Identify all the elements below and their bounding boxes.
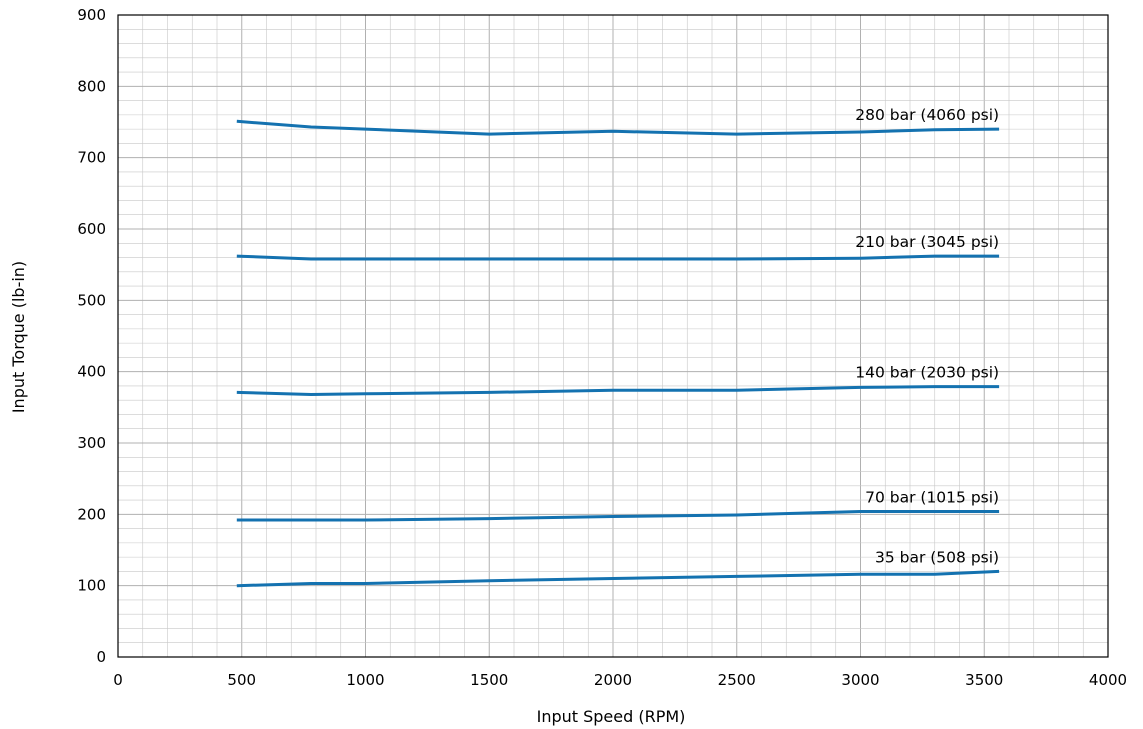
series-label: 35 bar (508 psi): [875, 548, 999, 566]
x-tick-label: 500: [227, 671, 256, 689]
series-label: 210 bar (3045 psi): [855, 233, 999, 251]
x-tick-label: 3500: [965, 671, 1003, 689]
y-tick-label: 0: [96, 648, 106, 666]
y-axis-ticks: 0 100 200 300 400 500 600 700 800 900: [77, 6, 106, 666]
series-line: [236, 510, 1000, 522]
y-tick-label: 200: [77, 505, 106, 523]
x-tick-label: 2500: [718, 671, 756, 689]
grid: [118, 15, 1108, 657]
series-label: 140 bar (2030 psi): [855, 364, 999, 382]
y-tick-label: 800: [77, 77, 106, 95]
y-axis-title: Input Torque (lb-in): [9, 261, 28, 413]
y-tick-label: 600: [77, 220, 106, 238]
series-line: [236, 119, 1000, 136]
x-tick-label: 2000: [594, 671, 632, 689]
x-axis-ticks: 0 500 1000 1500 2000 2500 3000 3500 4000: [113, 671, 1127, 689]
x-tick-label: 1000: [346, 671, 384, 689]
y-tick-label: 100: [77, 577, 106, 595]
series-line: [236, 254, 1000, 261]
series-line: [236, 385, 1000, 396]
x-tick-label: 3000: [841, 671, 879, 689]
x-tick-label: 1500: [470, 671, 508, 689]
x-axis-title: Input Speed (RPM): [537, 707, 686, 726]
series-group: 280 bar (4060 psi) 210 bar (3045 psi) 140 …: [236, 106, 1000, 588]
y-tick-label: 300: [77, 434, 106, 452]
y-tick-label: 400: [77, 363, 106, 381]
y-tick-label: 500: [77, 291, 106, 309]
plot-frame: [117, 14, 1109, 658]
x-tick-label: 4000: [1089, 671, 1127, 689]
series-line: [236, 569, 1000, 588]
series-label: 70 bar (1015 psi): [865, 488, 999, 506]
series-label: 280 bar (4060 psi): [855, 106, 999, 124]
y-tick-label: 700: [77, 149, 106, 167]
x-tick-label: 0: [113, 671, 123, 689]
y-tick-label: 900: [77, 6, 106, 24]
